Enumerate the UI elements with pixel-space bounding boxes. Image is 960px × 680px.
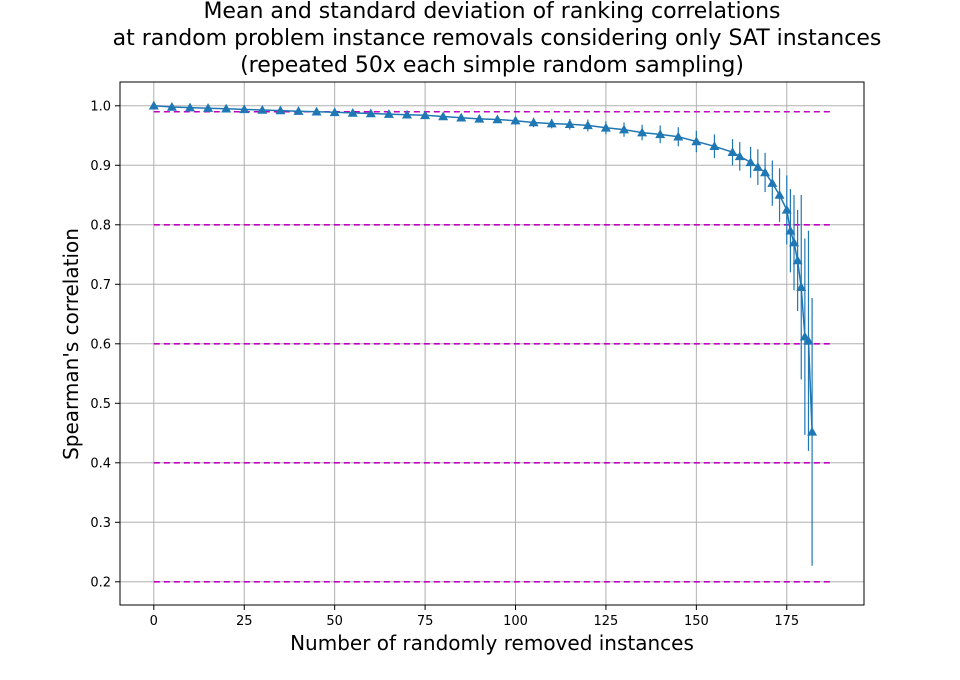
data-point-marker <box>582 120 593 130</box>
data-point-marker <box>655 129 666 139</box>
y-tick-label: 0.3 <box>90 516 111 531</box>
data-point-marker <box>781 204 792 214</box>
data-point-marker <box>510 115 521 125</box>
data-point-marker <box>673 131 684 141</box>
data-point-marker <box>438 111 449 121</box>
x-tick-label: 100 <box>503 614 528 629</box>
data-point-marker <box>347 107 358 117</box>
data-point-marker <box>203 103 214 112</box>
data-point-marker <box>637 127 648 137</box>
data-point-marker <box>184 102 195 112</box>
y-tick-label: 0.2 <box>90 575 111 590</box>
data-point-marker <box>492 114 503 124</box>
x-tick-label: 25 <box>236 614 253 629</box>
data-point-marker <box>456 112 467 122</box>
y-tick-label: 0.7 <box>90 278 111 293</box>
y-tick-label: 1.0 <box>90 99 111 114</box>
x-tick-label: 50 <box>326 614 343 629</box>
y-axis-ticks: 0.2 0.3 0.4 0.5 0.6 0.7 0.8 0.9 1.0 <box>90 99 120 590</box>
chart-title-line-2: at random problem instance removals cons… <box>113 26 882 51</box>
data-point-marker <box>807 426 818 436</box>
data-point-marker <box>767 178 778 187</box>
data-point-marker <box>727 147 738 156</box>
data-point-marker <box>148 100 159 110</box>
x-tick-label: 125 <box>594 614 619 629</box>
chart-title-line-1: Mean and standard deviation of ranking c… <box>203 0 780 24</box>
data-point-marker <box>774 190 785 199</box>
data-point-marker <box>803 335 814 345</box>
y-tick-label: 0.9 <box>90 159 111 174</box>
x-axis-ticks: 0 25 50 75 100 125 150 175 <box>150 605 799 629</box>
data-point-marker <box>564 119 575 128</box>
x-tick-label: 150 <box>684 614 709 629</box>
data-point-marker <box>257 104 268 114</box>
data-point-marker <box>785 225 796 235</box>
data-point-marker <box>293 106 304 115</box>
data-point-marker <box>546 118 557 128</box>
data-point-marker <box>796 282 807 292</box>
data-point-marker <box>311 106 322 116</box>
grid <box>120 82 864 605</box>
x-tick-label: 75 <box>417 614 434 629</box>
data-point-marker <box>221 103 232 113</box>
data-point-marker <box>691 136 702 146</box>
x-tick-label: 175 <box>774 614 799 629</box>
data-point-marker <box>402 109 413 119</box>
chart-title-line-3: (repeated 50x each simple random samplin… <box>240 53 744 78</box>
data-point-marker <box>474 113 485 123</box>
x-axis-label: Number of randomly removed instances <box>290 631 694 655</box>
data-point-marker <box>528 117 539 127</box>
y-tick-label: 0.4 <box>90 456 111 471</box>
y-tick-label: 0.8 <box>90 218 111 233</box>
y-tick-label: 0.5 <box>90 397 111 412</box>
data-point-marker <box>600 122 611 132</box>
data-point-marker <box>166 101 177 111</box>
data-point-marker <box>734 151 745 161</box>
data-point-marker <box>275 105 286 115</box>
data-point-marker <box>760 167 771 177</box>
data-point-marker <box>792 255 803 265</box>
series-mean-std <box>148 100 818 566</box>
data-point-marker <box>329 107 340 117</box>
mean-line <box>153 105 813 432</box>
data-point-marker <box>752 162 763 171</box>
data-point-marker <box>709 141 720 151</box>
data-point-marker <box>420 110 431 120</box>
data-point-marker <box>619 124 630 134</box>
y-tick-label: 0.6 <box>90 337 111 352</box>
data-point-marker <box>239 104 250 114</box>
y-axis-label: Spearman's correlation <box>59 228 83 460</box>
data-point-marker <box>365 108 376 118</box>
data-point-marker <box>745 157 756 167</box>
x-tick-label: 0 <box>150 614 158 629</box>
data-point-marker <box>383 109 394 118</box>
data-point-marker <box>789 237 800 247</box>
reference-lines <box>153 110 831 583</box>
